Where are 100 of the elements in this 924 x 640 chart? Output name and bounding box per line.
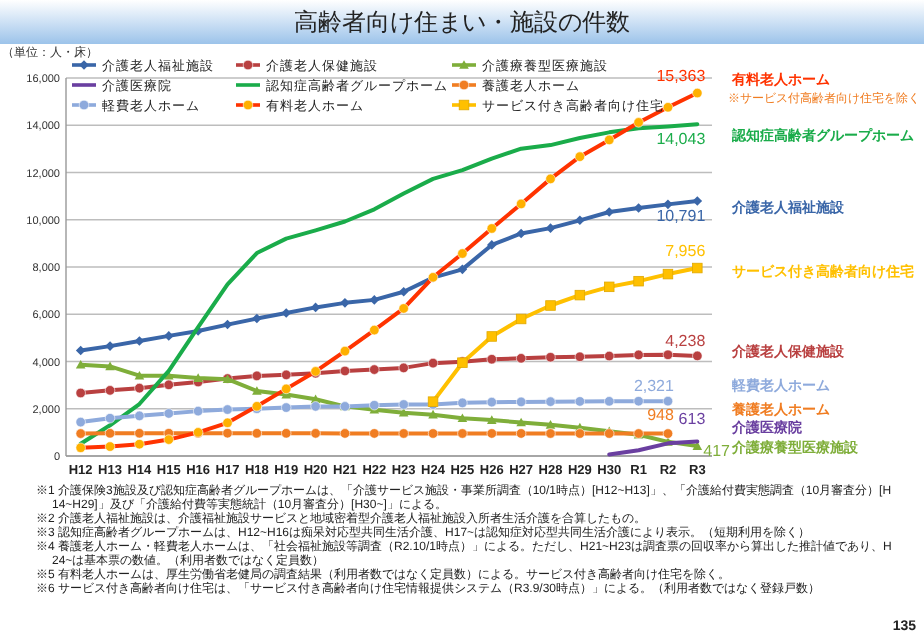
- point: [486, 240, 497, 250]
- point: [75, 417, 86, 428]
- data-label: 4,238: [665, 331, 707, 350]
- point: [193, 373, 203, 382]
- point: [163, 434, 174, 445]
- point: [574, 396, 585, 407]
- point: [398, 303, 409, 314]
- point: [457, 413, 468, 423]
- point: [574, 428, 585, 439]
- point: [134, 370, 145, 380]
- point: [457, 248, 468, 259]
- point: [486, 397, 497, 408]
- point: [398, 399, 409, 410]
- point: [604, 134, 615, 145]
- point: [251, 370, 262, 381]
- point: [398, 286, 409, 297]
- point: [369, 428, 380, 439]
- point: [457, 264, 468, 275]
- point: [398, 362, 409, 373]
- point: [545, 396, 556, 407]
- point: [75, 359, 86, 369]
- point: [369, 364, 380, 375]
- point: [633, 349, 644, 361]
- point: [516, 417, 526, 427]
- point: [339, 346, 351, 357]
- point: [457, 428, 468, 439]
- point: [662, 268, 674, 280]
- point: [604, 281, 615, 293]
- point: [427, 358, 439, 369]
- point: [604, 350, 615, 362]
- point: [574, 151, 585, 162]
- line-series: [607, 439, 700, 457]
- point: [457, 397, 468, 408]
- point: [545, 428, 556, 439]
- data-label: 417: [703, 442, 732, 461]
- data-label: 2,321: [633, 377, 676, 396]
- point: [516, 198, 527, 210]
- point: [428, 409, 438, 419]
- point: [105, 361, 115, 371]
- point: [545, 300, 556, 311]
- point: [574, 289, 586, 301]
- point: [604, 396, 615, 407]
- point: [281, 383, 292, 394]
- point: [163, 408, 174, 419]
- point: [222, 428, 233, 439]
- point: [662, 396, 674, 407]
- point: [104, 385, 116, 396]
- data-label: 613: [678, 409, 707, 428]
- data-label: 10,791: [656, 207, 707, 226]
- point: [369, 324, 380, 336]
- point: [339, 428, 351, 439]
- point: [692, 262, 703, 274]
- point: [104, 428, 116, 439]
- point: [134, 383, 145, 394]
- point: [222, 404, 233, 415]
- point: [252, 313, 262, 324]
- point: [310, 401, 321, 412]
- point: [692, 196, 703, 206]
- point: [398, 428, 409, 439]
- chart-title: 高齢者向け住まい・施設の件数: [294, 8, 630, 36]
- point: [516, 396, 527, 407]
- point: [134, 439, 145, 450]
- point: [163, 379, 174, 390]
- point: [427, 428, 439, 439]
- data-label: 14,043: [656, 130, 707, 149]
- point: [339, 365, 351, 377]
- point: [281, 369, 292, 380]
- point: [251, 428, 262, 439]
- point: [633, 117, 644, 128]
- point: [633, 275, 644, 287]
- point: [193, 406, 204, 417]
- point: [486, 354, 497, 365]
- point: [662, 102, 674, 113]
- point: [516, 228, 526, 239]
- point: [75, 442, 86, 453]
- point: [663, 199, 673, 210]
- point: [575, 215, 585, 226]
- point: [222, 417, 233, 428]
- data-label: 7,956: [665, 242, 707, 261]
- point: [662, 349, 674, 360]
- point: [545, 352, 556, 363]
- point: [281, 428, 292, 439]
- point: [486, 223, 497, 234]
- point: [692, 350, 703, 361]
- point: [281, 402, 292, 413]
- data-label: 948: [647, 405, 676, 424]
- point: [134, 428, 145, 439]
- point: [662, 428, 674, 439]
- point: [75, 428, 86, 439]
- point: [486, 415, 497, 424]
- point: [486, 331, 497, 342]
- point: [104, 441, 116, 452]
- point: [340, 298, 350, 308]
- point: [486, 428, 497, 439]
- data-label: 15,363: [656, 67, 707, 86]
- point: [545, 173, 556, 184]
- point: [515, 313, 527, 325]
- point: [692, 87, 703, 99]
- point: [574, 351, 585, 362]
- point: [134, 410, 145, 421]
